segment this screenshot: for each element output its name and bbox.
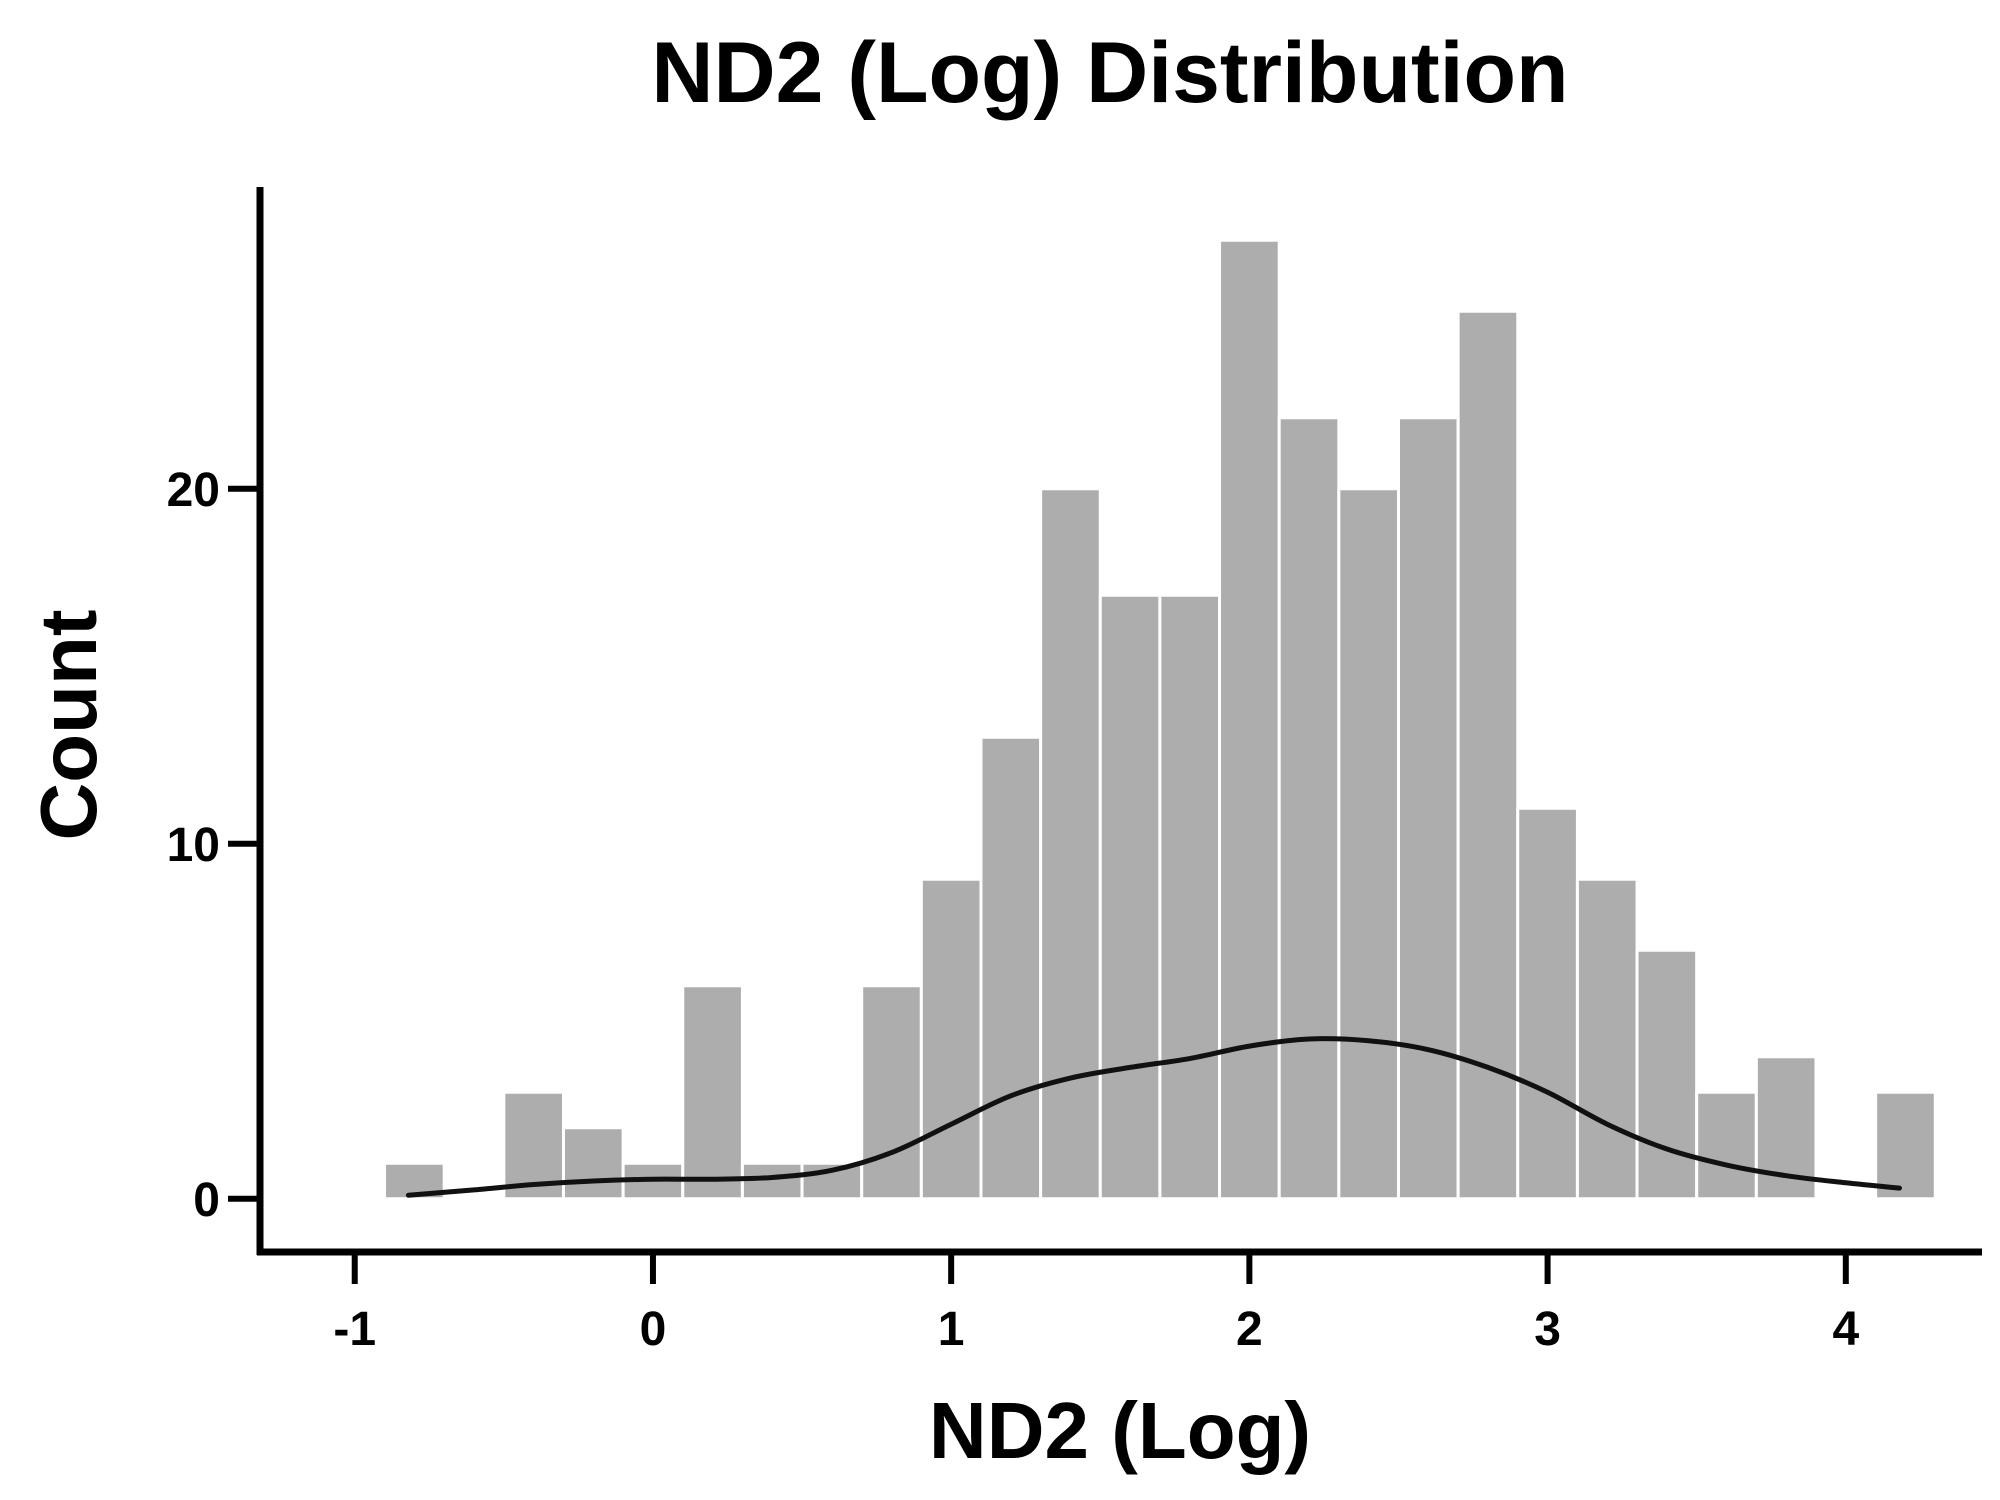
histogram-bar bbox=[502, 1090, 565, 1201]
x-tick-label: 3 bbox=[1534, 1303, 1561, 1356]
histogram-bar bbox=[1337, 487, 1400, 1201]
x-tick-label: 2 bbox=[1236, 1303, 1263, 1356]
histogram-bar bbox=[1218, 238, 1281, 1201]
histogram-bar bbox=[860, 984, 923, 1201]
x-tick-label: 0 bbox=[640, 1303, 667, 1356]
density-curve bbox=[405, 1036, 1902, 1198]
histogram-bar bbox=[1098, 593, 1162, 1201]
x-axis-label: ND2 (Log) bbox=[929, 1386, 1311, 1475]
histogram-bar bbox=[740, 1161, 804, 1201]
y-tick-label: 10 bbox=[167, 819, 220, 872]
histogram-bar bbox=[1396, 416, 1460, 1201]
histogram-bar bbox=[979, 735, 1043, 1201]
histogram-bar bbox=[1039, 487, 1102, 1201]
chart-title: ND2 (Log) Distribution bbox=[651, 25, 1568, 121]
x-tick-label: 4 bbox=[1832, 1303, 1859, 1356]
bars-group bbox=[383, 238, 1937, 1201]
histogram-bar bbox=[1575, 877, 1639, 1201]
histogram-bar bbox=[681, 984, 744, 1201]
histogram-bar bbox=[1874, 1090, 1937, 1201]
histogram-bar bbox=[1516, 806, 1579, 1201]
histogram-bar bbox=[1635, 948, 1699, 1201]
y-ticks-group: 0 10 20 bbox=[167, 464, 257, 1227]
x-ticks-group: -1 0 1 2 3 4 bbox=[333, 1255, 1859, 1356]
histogram-bar bbox=[561, 1126, 625, 1201]
histogram-bar bbox=[1158, 593, 1222, 1201]
x-tick-label: 1 bbox=[938, 1303, 965, 1356]
x-tick-label: -1 bbox=[333, 1303, 376, 1356]
y-axis-label: Count bbox=[24, 609, 113, 840]
y-tick-label: 0 bbox=[193, 1174, 220, 1227]
histogram-bar bbox=[1277, 416, 1341, 1201]
histogram-bar bbox=[919, 877, 983, 1201]
histogram-bar bbox=[1456, 309, 1520, 1201]
y-tick-label: 20 bbox=[167, 464, 220, 517]
histogram-bar bbox=[1695, 1090, 1758, 1201]
